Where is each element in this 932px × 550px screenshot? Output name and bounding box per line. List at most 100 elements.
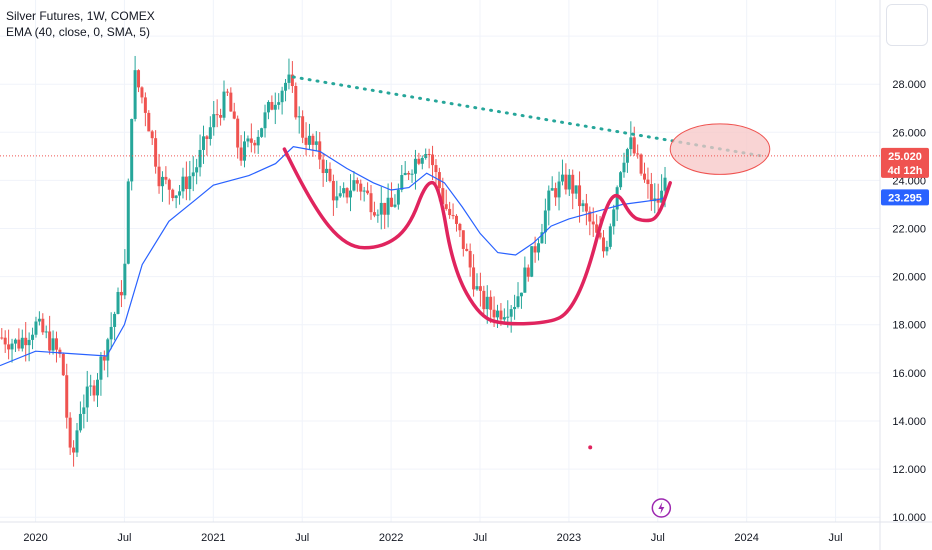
x-tick-label: 2020 xyxy=(23,532,47,544)
y-tick-label: 14.000 xyxy=(892,416,926,428)
candle-body xyxy=(75,430,79,453)
y-tick-label: 18.000 xyxy=(892,320,926,332)
candle-body xyxy=(270,101,274,110)
candle-body xyxy=(362,190,366,192)
candle-body xyxy=(191,172,195,177)
candle-body xyxy=(629,137,633,150)
candle-body xyxy=(519,292,523,297)
resistance-trendline xyxy=(291,75,766,158)
candle-body xyxy=(417,158,421,164)
candle-body xyxy=(325,168,329,174)
candle-body xyxy=(219,115,223,118)
candle-body xyxy=(376,214,380,216)
candle-body xyxy=(615,187,619,210)
y-tick-label: 16.000 xyxy=(892,368,926,380)
candle-body xyxy=(294,86,298,118)
candle-body xyxy=(113,313,117,327)
candle-body xyxy=(560,174,564,182)
candle-body xyxy=(403,172,407,176)
candle-body xyxy=(130,118,134,182)
candle-body xyxy=(34,321,38,335)
candle-body xyxy=(198,149,202,168)
y-tick-label: 28.000 xyxy=(892,79,926,91)
candle-body xyxy=(424,154,428,158)
candle-body xyxy=(366,190,370,194)
candle-body xyxy=(489,296,493,310)
candle-body xyxy=(444,204,448,209)
candle-body xyxy=(92,385,96,396)
x-tick-label: Jul xyxy=(295,532,309,544)
candle-body xyxy=(188,176,192,190)
candle-body xyxy=(106,339,110,361)
x-tick-label: Jul xyxy=(117,532,131,544)
candle-body xyxy=(290,74,294,87)
candle-body xyxy=(554,188,558,198)
candle-body xyxy=(284,82,288,91)
chart-settings-button[interactable] xyxy=(886,4,928,46)
candle-body xyxy=(557,181,561,198)
candle-body xyxy=(253,142,257,146)
candle-body xyxy=(345,188,349,198)
candle-body xyxy=(543,210,547,233)
candle-body xyxy=(656,198,660,203)
candle-body xyxy=(243,141,247,161)
candle-body xyxy=(660,190,664,203)
chart-title: Silver Futures, 1W, COMEX xyxy=(6,9,155,23)
candle-body xyxy=(643,173,647,180)
last-price-value: 25.020 xyxy=(888,151,922,163)
candle-body xyxy=(342,188,346,194)
candle-body xyxy=(331,180,335,201)
candle-body xyxy=(454,215,458,224)
lightning-icon-glyph xyxy=(658,502,665,514)
candle-body xyxy=(359,183,363,192)
x-tick-label: 2021 xyxy=(201,532,225,544)
candle-body xyxy=(314,141,318,145)
candle-body xyxy=(48,331,52,351)
candle-body xyxy=(20,337,24,349)
x-tick-label: 2023 xyxy=(557,532,581,544)
candle-body xyxy=(212,114,216,128)
candle-body xyxy=(41,318,45,333)
candle-body xyxy=(174,195,178,199)
candle-body xyxy=(31,334,35,340)
candle-body xyxy=(116,291,120,314)
candle-body xyxy=(246,138,250,142)
candle-body xyxy=(448,208,452,216)
candle-body xyxy=(492,309,496,318)
candle-body xyxy=(571,174,575,194)
candle-body xyxy=(393,204,397,207)
candle-body xyxy=(434,165,438,173)
candle-body xyxy=(287,74,291,83)
candle-body xyxy=(68,417,72,448)
candle-body xyxy=(126,181,130,264)
candle-body xyxy=(649,184,653,202)
candle-body xyxy=(96,379,100,396)
candle-body xyxy=(413,158,417,174)
candle-body xyxy=(13,339,17,344)
candle-body xyxy=(273,104,277,110)
y-tick-label: 10.000 xyxy=(892,512,926,524)
candle-body xyxy=(355,180,359,184)
candle-body xyxy=(352,180,356,191)
candle-body xyxy=(61,353,65,376)
candle-body xyxy=(564,174,568,190)
candle-body xyxy=(311,135,315,145)
candle-body xyxy=(636,153,640,155)
candle-body xyxy=(506,316,510,318)
candle-body xyxy=(526,267,530,277)
candle-body xyxy=(632,137,636,154)
candle-body xyxy=(102,356,106,361)
candle-body xyxy=(550,188,554,191)
candle-body xyxy=(260,128,264,137)
candle-body xyxy=(335,196,339,201)
y-tick-label: 12.000 xyxy=(892,464,926,476)
candle-body xyxy=(537,243,541,253)
candle-body xyxy=(369,193,373,213)
candle-body xyxy=(547,190,551,211)
candle-body xyxy=(540,232,544,244)
candle-body xyxy=(171,189,175,199)
candle-body xyxy=(10,343,14,350)
candle-body xyxy=(396,189,400,205)
candle-body xyxy=(266,101,270,113)
